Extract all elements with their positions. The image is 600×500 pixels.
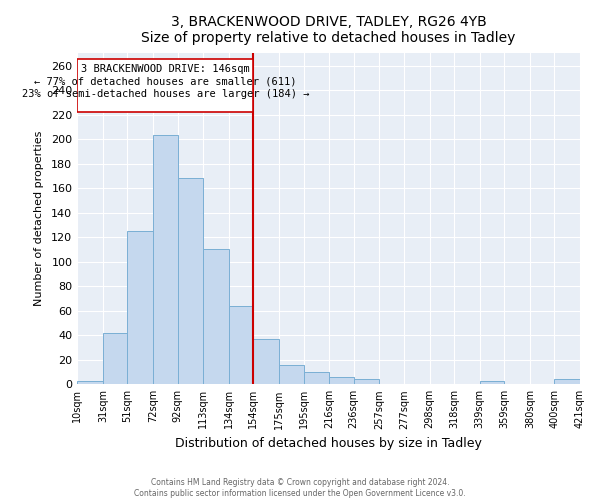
- X-axis label: Distribution of detached houses by size in Tadley: Distribution of detached houses by size …: [175, 437, 482, 450]
- Bar: [77, 380, 103, 384]
- Bar: [354, 380, 379, 384]
- Bar: [304, 372, 329, 384]
- Bar: [178, 178, 203, 384]
- Bar: [279, 364, 304, 384]
- Title: 3, BRACKENWOOD DRIVE, TADLEY, RG26 4YB
Size of property relative to detached hou: 3, BRACKENWOOD DRIVE, TADLEY, RG26 4YB S…: [142, 15, 516, 45]
- Bar: [203, 250, 229, 384]
- Y-axis label: Number of detached properties: Number of detached properties: [34, 131, 44, 306]
- Text: 23% of semi-detached houses are larger (184) →: 23% of semi-detached houses are larger (…: [22, 89, 309, 99]
- Bar: [153, 136, 178, 384]
- Text: Contains HM Land Registry data © Crown copyright and database right 2024.
Contai: Contains HM Land Registry data © Crown c…: [134, 478, 466, 498]
- Bar: [329, 377, 354, 384]
- Text: 3 BRACKENWOOD DRIVE: 146sqm: 3 BRACKENWOOD DRIVE: 146sqm: [81, 64, 250, 74]
- Bar: [103, 333, 127, 384]
- Bar: [229, 306, 253, 384]
- Bar: [253, 339, 279, 384]
- Bar: [127, 231, 153, 384]
- Text: ← 77% of detached houses are smaller (611): ← 77% of detached houses are smaller (61…: [34, 76, 296, 86]
- Bar: [554, 380, 580, 384]
- Bar: [480, 380, 504, 384]
- FancyBboxPatch shape: [77, 60, 253, 112]
